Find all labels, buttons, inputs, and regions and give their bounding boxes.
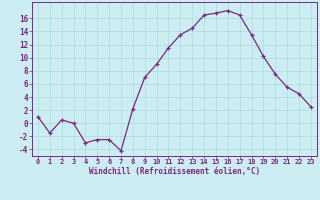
- X-axis label: Windchill (Refroidissement éolien,°C): Windchill (Refroidissement éolien,°C): [89, 167, 260, 176]
